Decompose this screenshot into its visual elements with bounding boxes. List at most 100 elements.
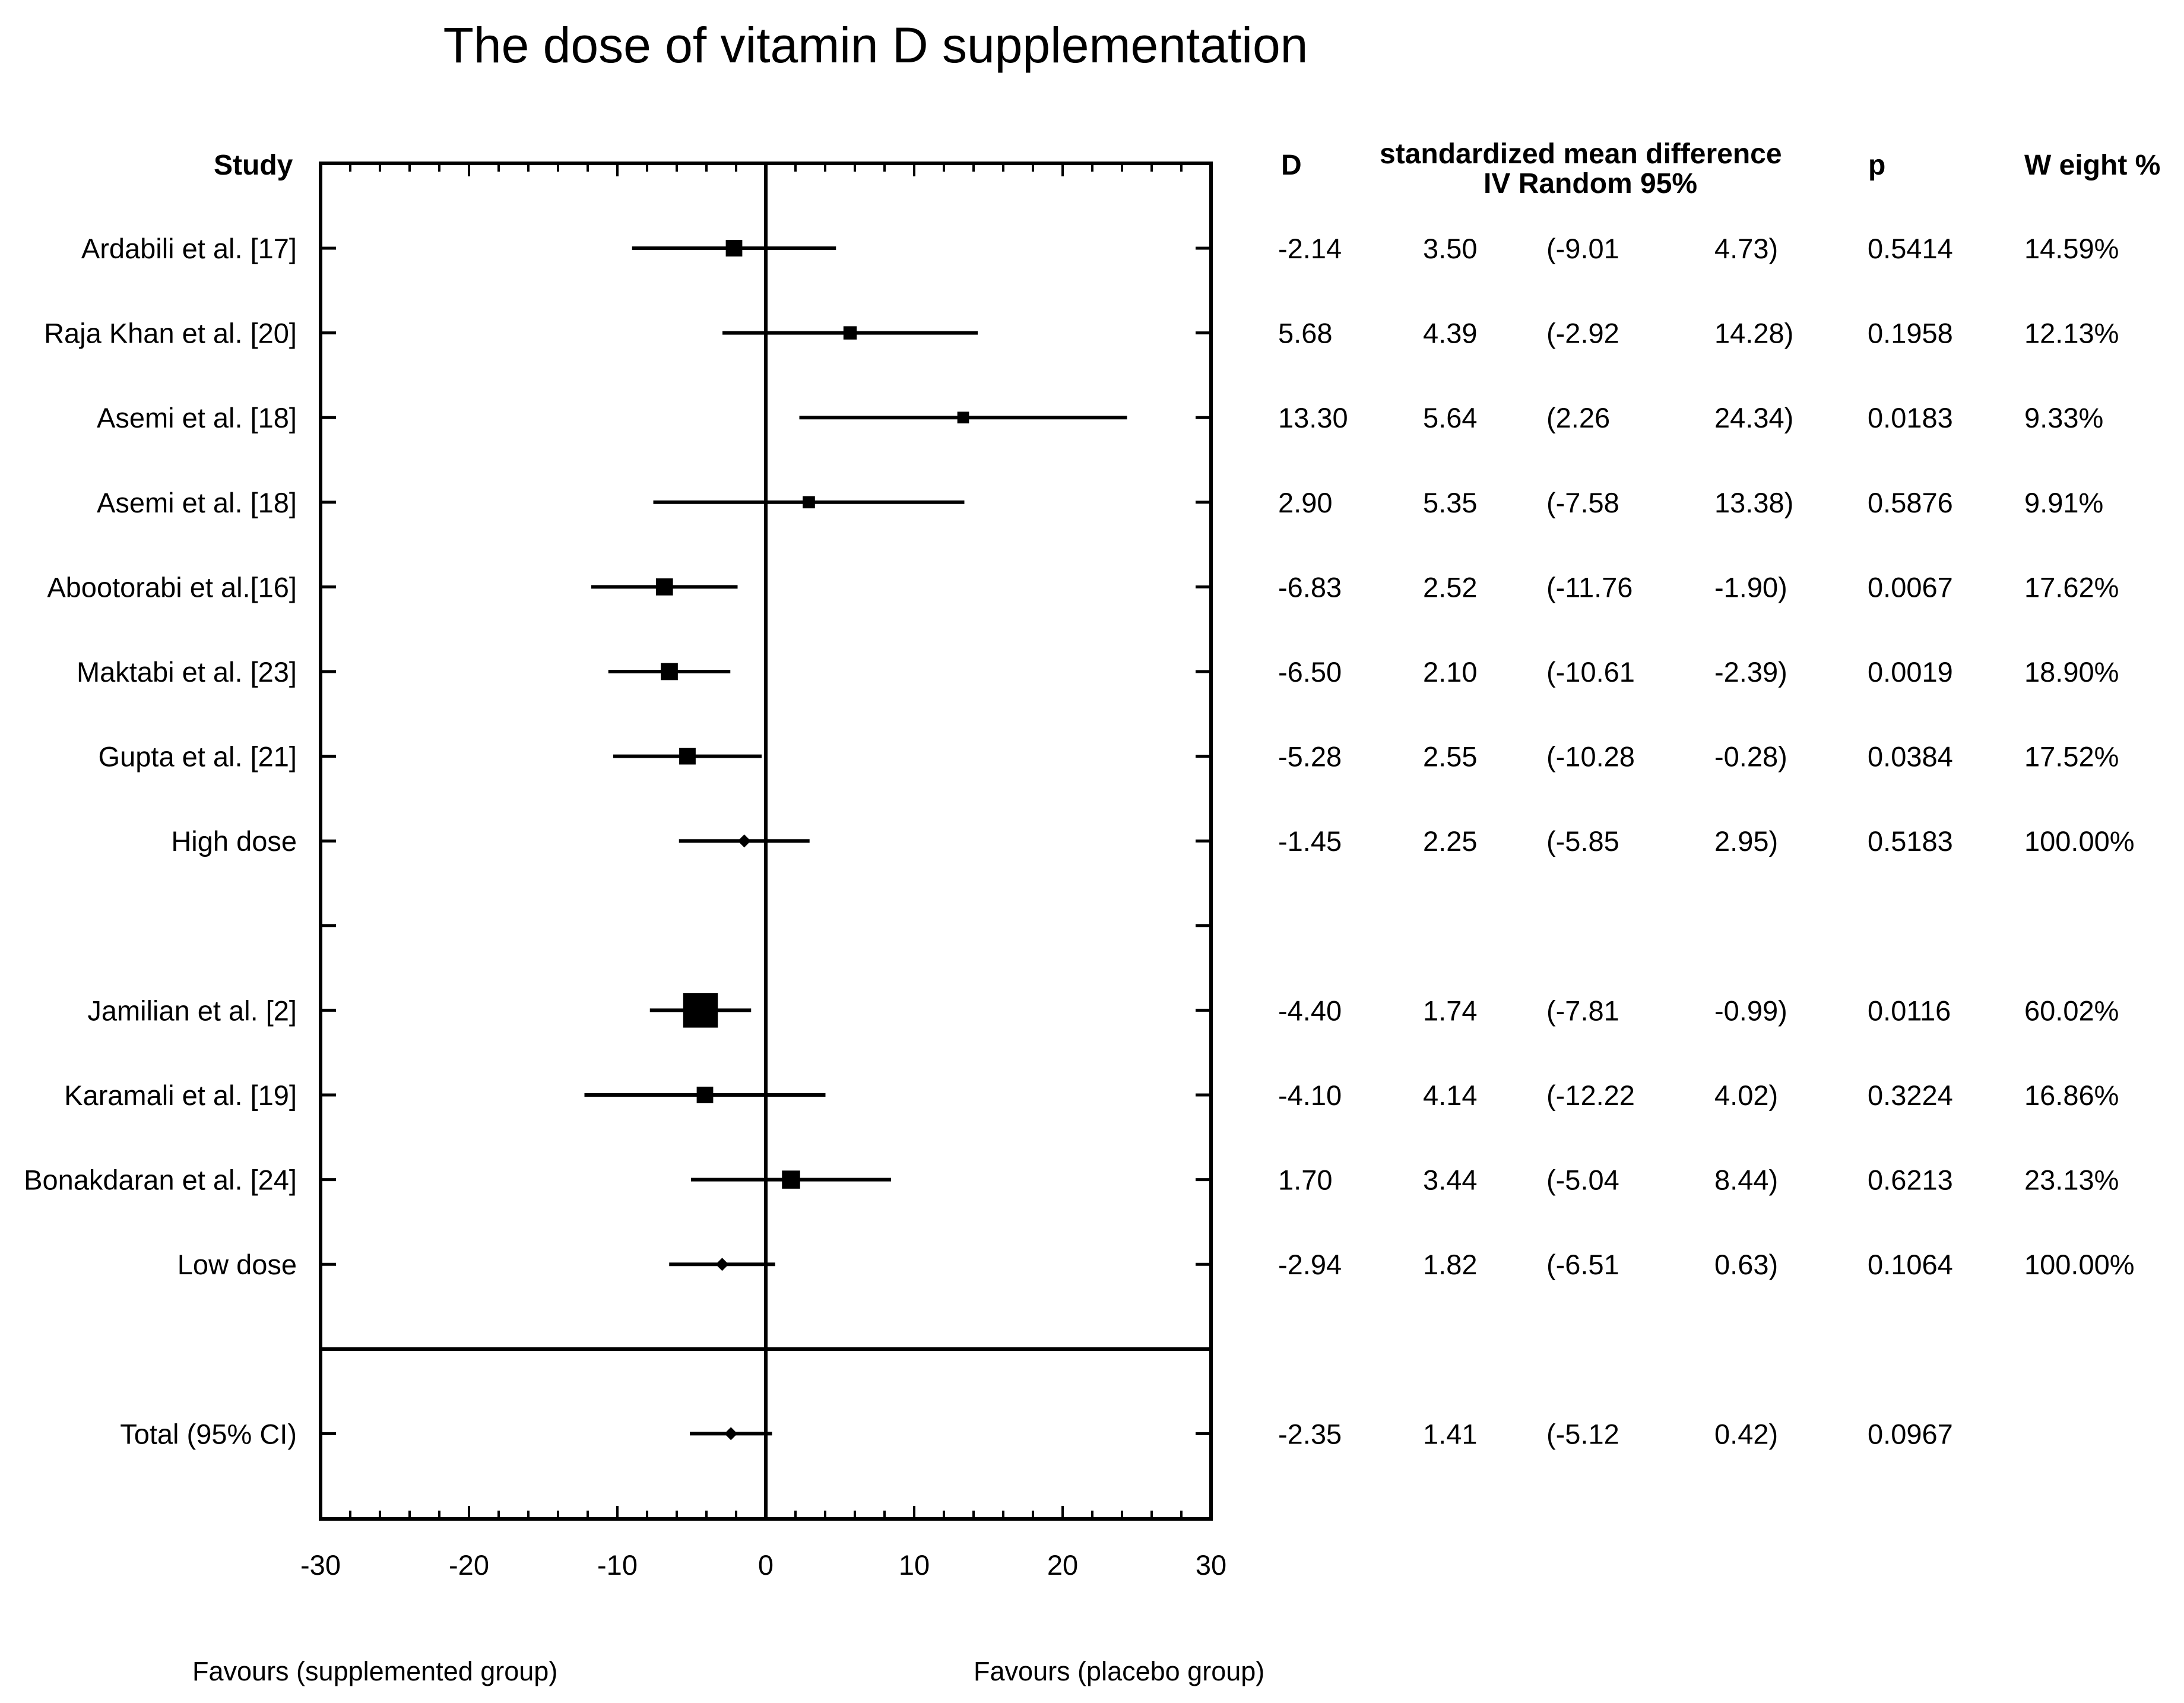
ci-low-value: (-2.92 bbox=[1546, 318, 1619, 349]
weight-value: 23.13% bbox=[2024, 1164, 2119, 1196]
weight-value: 9.33% bbox=[2024, 402, 2103, 433]
study-estimate-square bbox=[725, 240, 743, 257]
d-value: 2.90 bbox=[1278, 487, 1332, 518]
se-value: 3.44 bbox=[1423, 1164, 1477, 1196]
study-estimate-square bbox=[683, 993, 718, 1028]
se-value: 3.50 bbox=[1423, 233, 1477, 264]
study-label: Ardabili et al. [17] bbox=[81, 233, 297, 264]
header-study: Study bbox=[214, 150, 293, 181]
d-value: 13.30 bbox=[1278, 402, 1348, 433]
chart-title: The dose of vitamin D supplementation bbox=[443, 17, 1308, 73]
study-label: Bonakdaran et al. [24] bbox=[24, 1164, 297, 1196]
d-value: 5.68 bbox=[1278, 318, 1332, 349]
se-value: 4.39 bbox=[1423, 318, 1477, 349]
ci-high-value: 14.28) bbox=[1714, 318, 1793, 349]
p-value: 0.5876 bbox=[1868, 487, 1953, 518]
ci-low-value: (-5.85 bbox=[1546, 825, 1619, 857]
se-value: 1.82 bbox=[1423, 1249, 1477, 1280]
study-estimate-square bbox=[679, 748, 696, 765]
ci-low-value: (-12.22 bbox=[1546, 1080, 1635, 1111]
header-d: D bbox=[1281, 150, 1302, 181]
se-value: 2.52 bbox=[1423, 571, 1477, 603]
ci-high-value: 24.34) bbox=[1714, 402, 1793, 433]
header-weight: W eight % bbox=[2024, 150, 2161, 181]
se-value: 5.64 bbox=[1423, 402, 1477, 433]
ci-low-value: (-6.51 bbox=[1546, 1249, 1619, 1280]
study-label: Low dose bbox=[177, 1249, 297, 1280]
se-value: 1.74 bbox=[1423, 995, 1477, 1026]
d-value: -5.28 bbox=[1278, 741, 1342, 773]
study-label: Karamali et al. [19] bbox=[64, 1080, 297, 1111]
x-tick-label: -10 bbox=[597, 1549, 638, 1581]
pooled-estimate-diamond bbox=[737, 834, 751, 848]
ci-high-value: -0.28) bbox=[1714, 741, 1787, 773]
ci-high-value: 8.44) bbox=[1714, 1164, 1778, 1196]
ci-low-value: (-7.81 bbox=[1546, 995, 1619, 1026]
p-value: 0.3224 bbox=[1868, 1080, 1953, 1111]
ci-low-value: (-5.04 bbox=[1546, 1164, 1619, 1196]
study-label: High dose bbox=[171, 825, 297, 857]
p-value: 0.0967 bbox=[1868, 1418, 1953, 1449]
study-label: Total (95% CI) bbox=[120, 1418, 297, 1449]
study-estimate-square bbox=[957, 411, 969, 424]
header-smd-line2: IV Random 95% bbox=[1484, 168, 1698, 200]
weight-value: 100.00% bbox=[2024, 1249, 2135, 1280]
ci-high-value: 4.02) bbox=[1714, 1080, 1778, 1111]
favours-supplemented-label: Favours (supplemented group) bbox=[192, 1656, 558, 1686]
weight-value: 16.86% bbox=[2024, 1080, 2119, 1111]
x-tick-label: 10 bbox=[899, 1549, 930, 1581]
header-smd-line1: standardized mean difference bbox=[1380, 138, 1782, 170]
ci-low-value: (-11.76 bbox=[1546, 571, 1633, 603]
weight-value: 60.02% bbox=[2024, 995, 2119, 1026]
ci-high-value: -0.99) bbox=[1714, 995, 1787, 1026]
study-estimate-square bbox=[843, 326, 857, 340]
ci-high-value: 0.42) bbox=[1714, 1418, 1778, 1449]
x-tick-label: -20 bbox=[449, 1549, 489, 1581]
ci-low-value: (-10.61 bbox=[1546, 656, 1635, 688]
d-value: -4.40 bbox=[1278, 995, 1342, 1026]
ci-high-value: 4.73) bbox=[1714, 233, 1778, 264]
ci-high-value: -2.39) bbox=[1714, 656, 1787, 688]
study-estimate-square bbox=[696, 1087, 714, 1103]
header-p: p bbox=[1868, 150, 1886, 181]
p-value: 0.0116 bbox=[1868, 995, 1951, 1026]
study-label: Asemi et al. [18] bbox=[97, 487, 297, 518]
weight-value: 17.62% bbox=[2024, 571, 2119, 603]
ci-low-value: (2.26 bbox=[1546, 402, 1610, 433]
p-value: 0.0067 bbox=[1868, 571, 1953, 603]
study-estimate-square bbox=[661, 663, 678, 680]
weight-value: 17.52% bbox=[2024, 741, 2119, 773]
p-value: 0.0019 bbox=[1868, 656, 1953, 688]
se-value: 5.35 bbox=[1423, 487, 1477, 518]
se-value: 4.14 bbox=[1423, 1080, 1477, 1111]
p-value: 0.5414 bbox=[1868, 233, 1953, 264]
p-value: 0.1958 bbox=[1868, 318, 1953, 349]
x-tick-label: -30 bbox=[300, 1549, 341, 1581]
ci-low-value: (-7.58 bbox=[1546, 487, 1619, 518]
study-label: Raja Khan et al. [20] bbox=[44, 318, 297, 349]
ci-high-value: 2.95) bbox=[1714, 825, 1778, 857]
weight-value: 100.00% bbox=[2024, 825, 2135, 857]
d-value: -4.10 bbox=[1278, 1080, 1342, 1111]
se-value: 1.41 bbox=[1423, 1418, 1477, 1449]
se-value: 2.55 bbox=[1423, 741, 1477, 773]
se-value: 2.25 bbox=[1423, 825, 1477, 857]
p-value: 0.5183 bbox=[1868, 825, 1953, 857]
study-estimate-square bbox=[782, 1170, 800, 1189]
study-label: Maktabi et al. [23] bbox=[77, 656, 297, 688]
d-value: -6.83 bbox=[1278, 571, 1342, 603]
study-label: Jamilian et al. [2] bbox=[87, 995, 297, 1026]
ci-low-value: (-5.12 bbox=[1546, 1418, 1619, 1449]
weight-value: 12.13% bbox=[2024, 318, 2119, 349]
ci-high-value: 0.63) bbox=[1714, 1249, 1778, 1280]
d-value: -2.14 bbox=[1278, 233, 1342, 264]
study-label: Gupta et al. [21] bbox=[99, 741, 297, 773]
d-value: -1.45 bbox=[1278, 825, 1342, 857]
study-estimate-square bbox=[803, 496, 815, 509]
d-value: 1.70 bbox=[1278, 1164, 1332, 1196]
ci-high-value: -1.90) bbox=[1714, 571, 1787, 603]
p-value: 0.0384 bbox=[1868, 741, 1953, 773]
study-label: Abootorabi et al.[16] bbox=[47, 571, 297, 603]
weight-value: 9.91% bbox=[2024, 487, 2103, 518]
